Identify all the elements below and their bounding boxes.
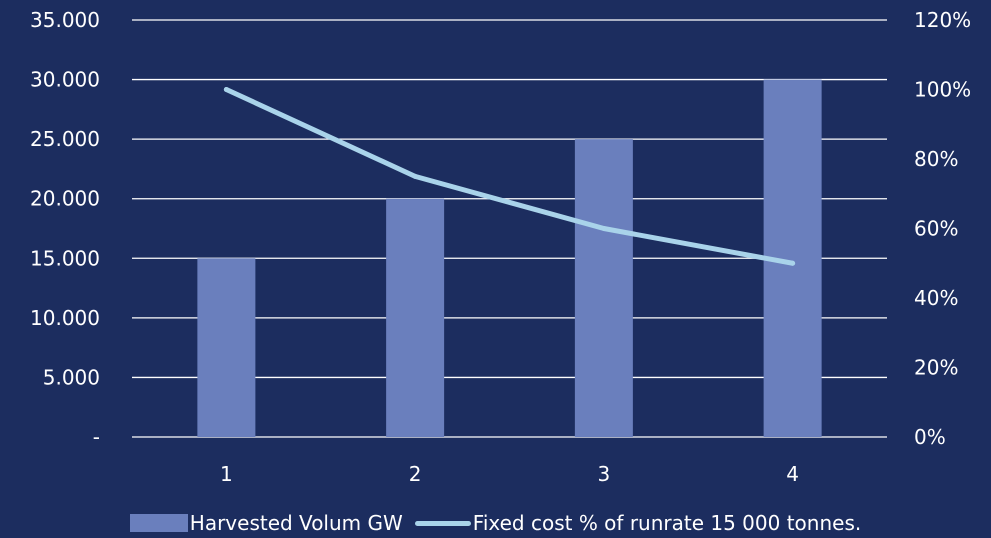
x-tick-label: 2 — [409, 462, 422, 486]
left-tick-label: 30.000 — [30, 68, 100, 92]
left-tick-label: 15.000 — [30, 246, 100, 270]
legend-label-bars: Harvested Volum GW — [189, 511, 403, 535]
right-axis-ticks: 0% 20% 40% 60% 80% 100% 120% — [914, 8, 971, 449]
legend-label-line: Fixed cost % of runrate 15 000 tonnes. — [472, 511, 862, 535]
bar — [386, 198, 445, 437]
gridlines — [132, 19, 887, 438]
line-point — [412, 173, 418, 179]
right-tick-label: 40% — [914, 286, 958, 310]
x-tick-label: 3 — [598, 462, 611, 486]
line-path — [223, 87, 796, 266]
chart-plot: - 5.000 10.000 15.000 20.000 25.000 30.000 35.0… — [30, 8, 971, 486]
legend-item-bars: Harvested Volum GW — [129, 511, 403, 535]
x-tick-label: 1 — [220, 462, 233, 486]
legend-item-line: Fixed cost % of runrate 15 000 tonnes. — [414, 511, 862, 535]
legend-bar-swatch — [129, 514, 188, 532]
x-axis-ticks: 1 2 3 4 — [220, 462, 799, 486]
left-tick-label: 25.000 — [30, 127, 100, 151]
legend-line-swatch — [414, 520, 471, 526]
left-tick-label: - — [93, 425, 100, 449]
left-tick-label: 20.000 — [30, 187, 100, 211]
x-tick-label: 4 — [786, 462, 799, 486]
right-tick-label: 20% — [914, 356, 958, 380]
right-tick-label: 120% — [914, 8, 971, 32]
line-point — [601, 226, 607, 231]
left-tick-label: 5.000 — [43, 365, 100, 389]
bar — [197, 258, 256, 437]
left-axis-ticks: - 5.000 10.000 15.000 20.000 25.000 30.000 35.0… — [30, 8, 100, 449]
right-tick-label: 0% — [914, 425, 946, 449]
legend: Harvested Volum GW Fixed cost % of runra… — [0, 508, 991, 538]
left-tick-label: 35.000 — [30, 8, 100, 32]
right-tick-label: 60% — [914, 217, 958, 241]
line-point — [790, 260, 796, 266]
left-tick-label: 10.000 — [30, 306, 100, 330]
line-series — [223, 87, 796, 266]
right-tick-label: 100% — [914, 78, 971, 102]
bar — [574, 139, 633, 437]
line-point — [223, 87, 229, 92]
right-tick-label: 80% — [914, 147, 958, 171]
